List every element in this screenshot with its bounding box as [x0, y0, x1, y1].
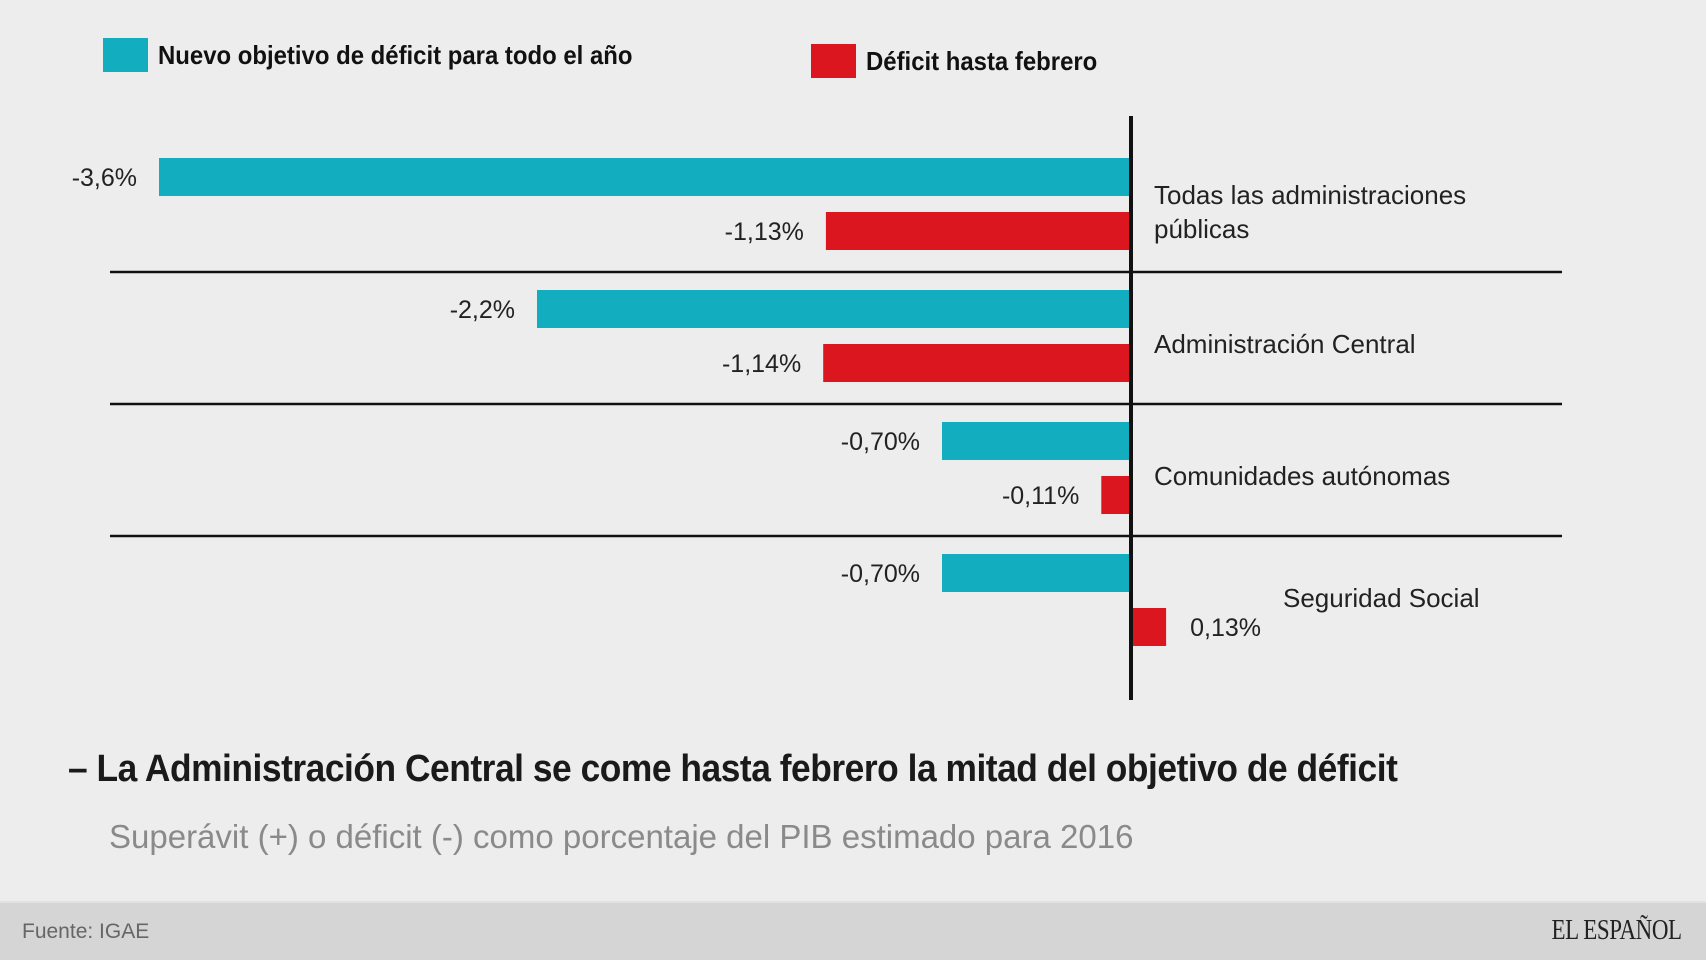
bar-objetivo	[942, 422, 1131, 460]
data-label: -3,6%	[72, 164, 137, 192]
category-label-line: Administración Central	[1154, 329, 1416, 359]
category-label-line: Comunidades autónomas	[1154, 461, 1450, 491]
bar-febrero	[825, 212, 1131, 250]
legend-label: Déficit hasta febrero	[866, 45, 1098, 76]
footer: Fuente: IGAE EL ESPAÑOL	[0, 901, 1706, 960]
source-note: Fuente: IGAE	[22, 920, 150, 943]
data-label: -0,11%	[1002, 482, 1079, 510]
bar-objetivo	[942, 554, 1131, 592]
legend-item-objetivo: Nuevo objetivo de déficit para todo el a…	[103, 38, 674, 72]
legend-label: Nuevo objetivo de déficit para todo el a…	[158, 39, 633, 70]
bar-febrero	[823, 344, 1131, 382]
data-label: -1,13%	[725, 218, 804, 246]
chart-title-text: La Administración Central se come hasta …	[96, 748, 1398, 790]
bar-objetivo	[159, 158, 1131, 196]
data-label: -0,70%	[841, 428, 920, 456]
data-label: 0,13%	[1190, 614, 1261, 642]
legend-swatch-red	[811, 44, 856, 78]
category-label: Comunidades autónomas	[1154, 461, 1450, 491]
bar-febrero	[1131, 608, 1167, 646]
chart-subtitle: Superávit (+) o déficit (-) como porcent…	[109, 818, 1134, 855]
brand-logo: EL ESPAÑOL	[1551, 915, 1682, 946]
legend-item-febrero: Déficit hasta febrero	[811, 44, 1117, 78]
data-label: -2,2%	[450, 296, 515, 324]
category-label-line: Seguridad Social	[1283, 583, 1480, 613]
data-label: -1,14%	[722, 350, 801, 378]
category-label-line: Todas las administraciones	[1154, 180, 1466, 210]
category-label: Todas las administraciones públicas	[1154, 180, 1466, 244]
category-label-line: públicas	[1154, 214, 1249, 244]
bar-chart: -3,6% -1,13% Todas las administraciones púb…	[72, 116, 1562, 700]
legend-swatch-teal	[103, 38, 148, 72]
category-label: Seguridad Social	[1283, 583, 1480, 613]
data-label: -0,70%	[841, 560, 920, 588]
chart-title: – La Administración Central se come hast…	[68, 748, 1398, 790]
bar-febrero	[1101, 476, 1131, 514]
category-label: Administración Central	[1154, 329, 1416, 359]
bar-objetivo	[537, 290, 1131, 328]
